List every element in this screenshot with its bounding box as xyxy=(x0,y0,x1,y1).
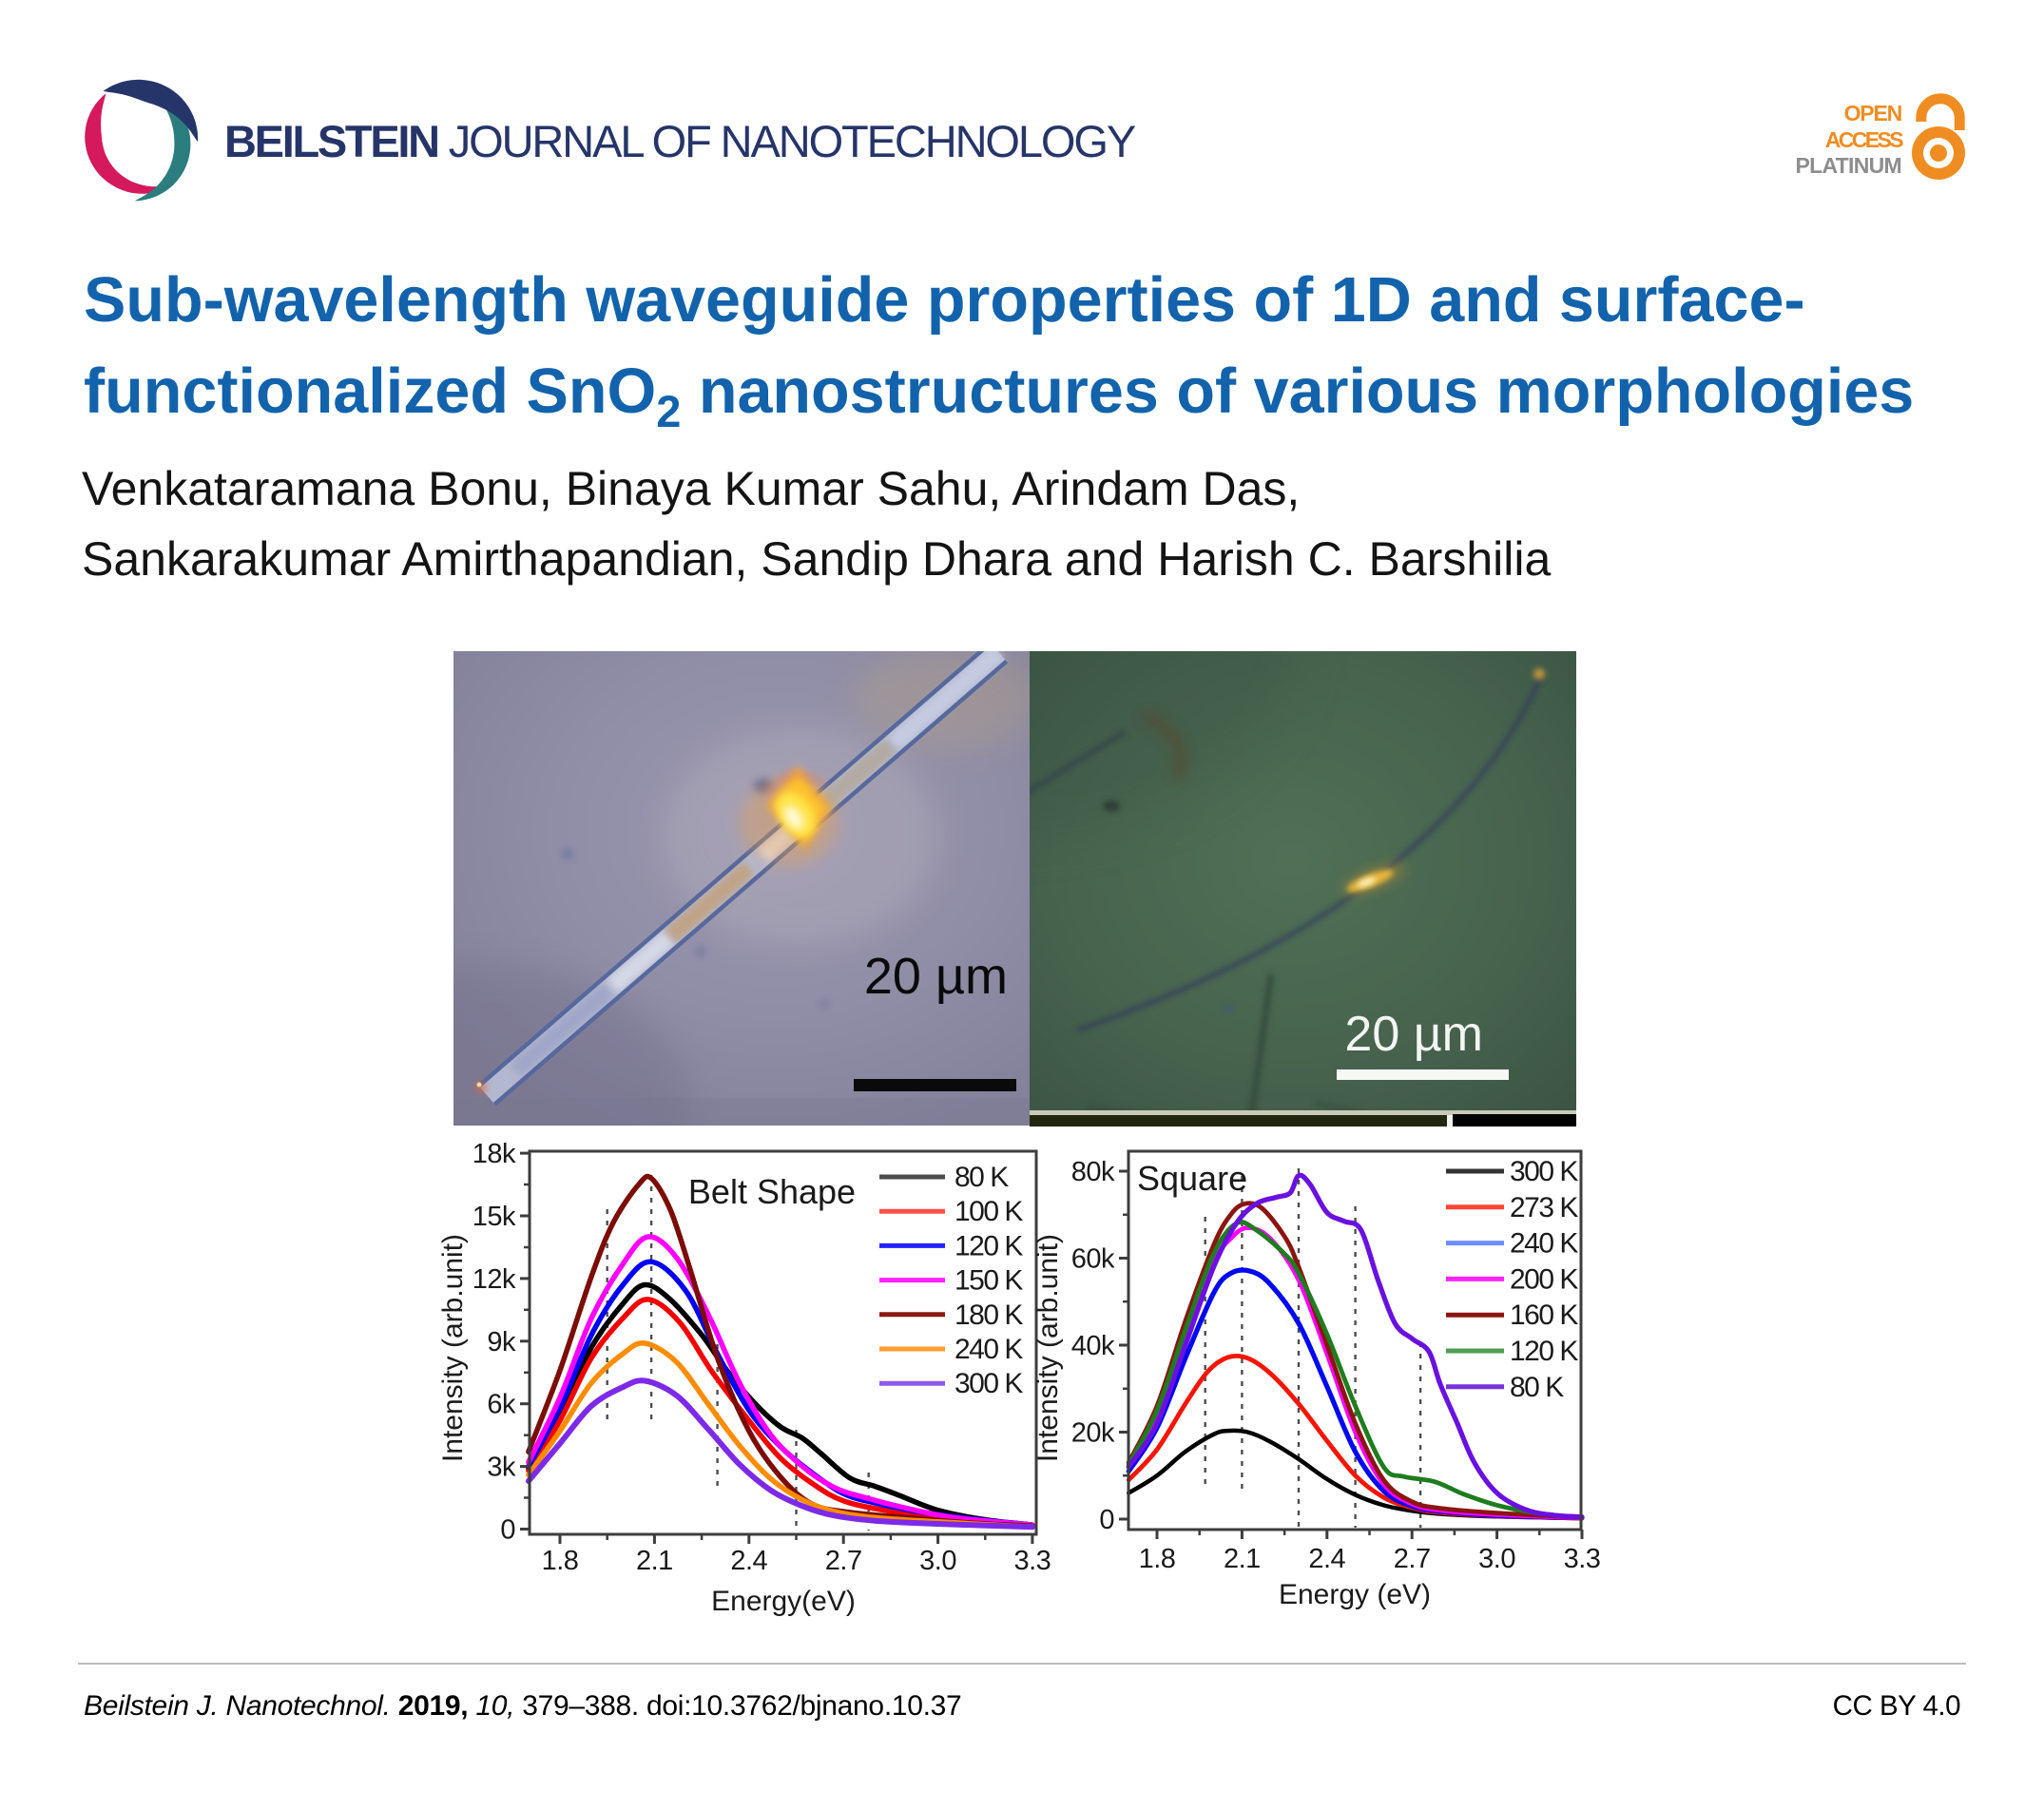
svg-text:80k: 80k xyxy=(1071,1157,1115,1187)
svg-text:12k: 12k xyxy=(472,1264,516,1295)
svg-text:Square: Square xyxy=(1137,1159,1247,1198)
svg-text:120 K: 120 K xyxy=(1510,1336,1578,1367)
svg-text:3.0: 3.0 xyxy=(919,1546,956,1576)
svg-text:2.7: 2.7 xyxy=(1394,1544,1431,1574)
svg-text:160 K: 160 K xyxy=(1510,1300,1578,1331)
svg-text:80 K: 80 K xyxy=(955,1162,1009,1193)
svg-text:150 K: 150 K xyxy=(955,1265,1023,1297)
svg-text:300 K: 300 K xyxy=(955,1368,1023,1399)
svg-text:2.1: 2.1 xyxy=(636,1546,673,1576)
svg-text:3.0: 3.0 xyxy=(1478,1544,1515,1574)
svg-text:2.7: 2.7 xyxy=(825,1546,862,1576)
svg-text:180 K: 180 K xyxy=(955,1300,1023,1331)
svg-text:Intensity (arb.unit): Intensity (arb.unit) xyxy=(1032,1234,1064,1462)
svg-text:40k: 40k xyxy=(1071,1331,1115,1361)
svg-text:2.4: 2.4 xyxy=(1308,1544,1345,1574)
svg-text:1.8: 1.8 xyxy=(542,1546,579,1576)
svg-text:9k: 9k xyxy=(487,1327,516,1358)
svg-text:3.3: 3.3 xyxy=(1564,1544,1601,1574)
svg-text:200 K: 200 K xyxy=(1510,1263,1578,1295)
svg-text:15k: 15k xyxy=(472,1202,516,1232)
svg-text:18k: 18k xyxy=(472,1139,516,1169)
svg-text:0: 0 xyxy=(500,1515,515,1546)
svg-text:300 K: 300 K xyxy=(1510,1156,1578,1187)
svg-text:1.8: 1.8 xyxy=(1139,1544,1176,1574)
svg-text:Energy(eV): Energy(eV) xyxy=(711,1586,856,1617)
svg-text:273 K: 273 K xyxy=(1510,1192,1578,1223)
svg-text:3.3: 3.3 xyxy=(1013,1546,1051,1576)
svg-text:3k: 3k xyxy=(487,1453,516,1483)
svg-text:120 K: 120 K xyxy=(955,1230,1023,1261)
svg-text:Energy (eV): Energy (eV) xyxy=(1279,1579,1431,1610)
svg-text:240 K: 240 K xyxy=(1510,1228,1578,1260)
svg-text:80 K: 80 K xyxy=(1510,1372,1564,1403)
svg-text:20 µm: 20 µm xyxy=(864,948,1008,1005)
svg-text:6k: 6k xyxy=(487,1390,516,1420)
svg-text:2.4: 2.4 xyxy=(730,1546,767,1576)
svg-text:0: 0 xyxy=(1099,1505,1114,1535)
svg-text:Intensity (arb.unit): Intensity (arb.unit) xyxy=(437,1234,469,1462)
svg-text:240 K: 240 K xyxy=(955,1334,1023,1365)
svg-text:100 K: 100 K xyxy=(955,1196,1023,1227)
svg-text:2.1: 2.1 xyxy=(1224,1544,1261,1574)
svg-text:Belt Shape: Belt Shape xyxy=(688,1172,856,1211)
svg-text:60k: 60k xyxy=(1071,1244,1115,1275)
svg-text:20k: 20k xyxy=(1071,1418,1115,1449)
svg-text:20 µm: 20 µm xyxy=(1344,1007,1483,1062)
